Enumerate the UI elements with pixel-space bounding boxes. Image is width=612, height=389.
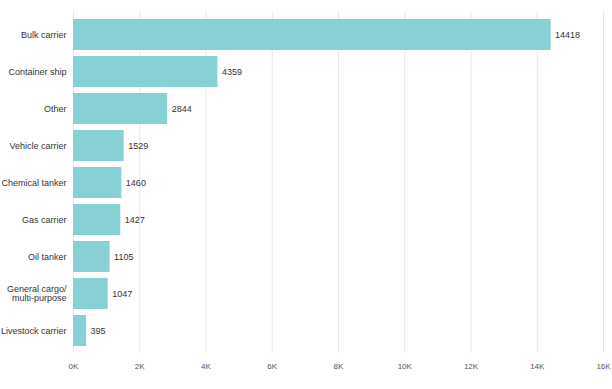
svg-text:14K: 14K xyxy=(530,362,545,371)
svg-text:1529: 1529 xyxy=(128,141,148,151)
svg-text:8K: 8K xyxy=(334,362,344,371)
svg-text:6K: 6K xyxy=(267,362,277,371)
svg-text:Oil tanker: Oil tanker xyxy=(28,252,67,262)
svg-text:1427: 1427 xyxy=(125,215,145,225)
svg-text:Livestock carrier: Livestock carrier xyxy=(1,326,67,336)
svg-text:Bulk carrier: Bulk carrier xyxy=(21,30,67,40)
svg-text:395: 395 xyxy=(91,326,106,336)
svg-text:14418: 14418 xyxy=(555,30,580,40)
svg-text:1047: 1047 xyxy=(112,289,132,299)
svg-text:2844: 2844 xyxy=(172,104,192,114)
svg-text:4K: 4K xyxy=(201,362,211,371)
svg-text:10K: 10K xyxy=(398,362,413,371)
svg-text:Container ship: Container ship xyxy=(8,67,66,77)
svg-text:2K: 2K xyxy=(135,362,145,371)
svg-text:0K: 0K xyxy=(69,362,79,371)
svg-text:4359: 4359 xyxy=(222,67,242,77)
svg-text:1105: 1105 xyxy=(114,252,133,262)
svg-text:1460: 1460 xyxy=(126,178,146,188)
svg-text:Gas carrier: Gas carrier xyxy=(22,215,67,225)
svg-text:Other: Other xyxy=(44,104,67,114)
svg-text:12K: 12K xyxy=(464,362,479,371)
svg-text:16K: 16K xyxy=(596,362,611,371)
svg-text:General cargo/multi-purpose: General cargo/multi-purpose xyxy=(7,284,67,303)
svg-text:Vehicle carrier: Vehicle carrier xyxy=(9,141,66,151)
svg-text:Chemical tanker: Chemical tanker xyxy=(1,178,66,188)
